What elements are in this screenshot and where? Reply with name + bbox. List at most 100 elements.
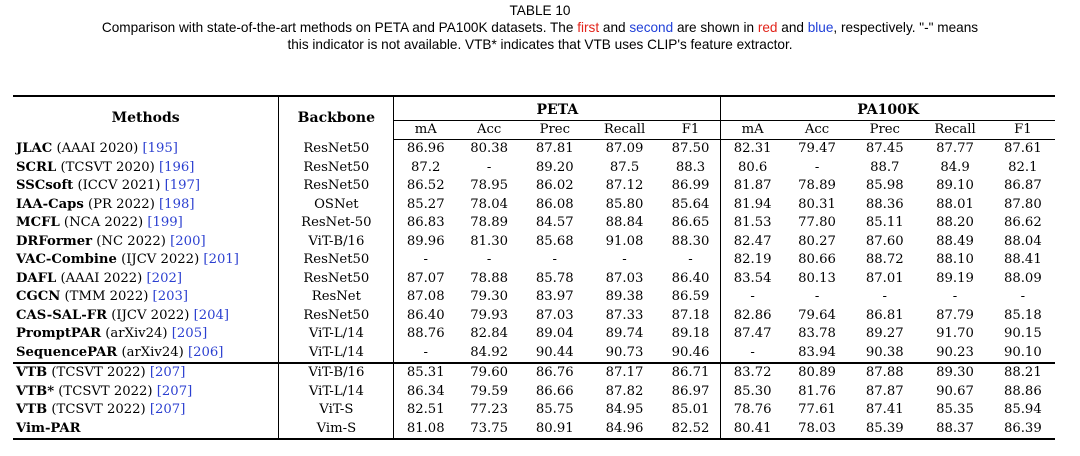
pa100k-value-cell: 87.87	[865, 383, 904, 399]
metric-header: Recall	[588, 120, 661, 140]
method-name: VAC-Combine	[16, 252, 117, 268]
pa100k-value-cell: 91.70	[936, 326, 974, 342]
peta-value-cell: 85.64	[660, 195, 722, 214]
peta-value-cell: 88.30	[660, 232, 722, 251]
metric-header: Prec	[521, 120, 589, 140]
pa100k-value-cell: 90.67	[936, 383, 974, 399]
pa100k-value-cell: -	[814, 159, 820, 175]
method-venue: (TCSVT 2022)	[47, 365, 150, 381]
table-row: PromptPAR (arXiv24) [205] ViT-L/14 88.76 82…	[13, 325, 1055, 344]
peta-value-cell: 87.2	[411, 159, 441, 175]
citation-link[interactable]: [205]	[171, 326, 208, 342]
method-cell: VTB (TCSVT 2022) [207]	[13, 362, 280, 383]
peta-value-cell: 78.88	[470, 270, 508, 286]
citation-link[interactable]: [207]	[149, 365, 186, 381]
method-name: SSCsoft	[16, 178, 74, 194]
method-cell: SSCsoft (ICCV 2021) [197]	[13, 177, 280, 196]
caption-second-word: second	[629, 20, 674, 35]
metric-header: F1	[990, 120, 1055, 140]
peta-value-cell: 81.08	[393, 419, 458, 440]
method-cell: PromptPAR (arXiv24) [205]	[13, 325, 280, 344]
backbone-cell: ViT-S	[278, 401, 395, 420]
peta-value-cell: 84.57	[535, 215, 574, 231]
pa100k-value-cell: -	[952, 289, 958, 305]
backbone-cell: ResNet	[278, 288, 395, 307]
pa100k-value-cell: 82.86	[733, 307, 772, 323]
citation-link[interactable]: [201]	[203, 252, 239, 268]
citation-link[interactable]: [207]	[156, 383, 193, 399]
pa100k-value-cell: 86.87	[1003, 178, 1042, 194]
peta-value-cell: 88.76	[406, 326, 445, 342]
pa100k-value-cell: 90.38	[865, 344, 904, 360]
pa100k-value-cell: -	[814, 289, 820, 305]
peta-value-cell: 87.09	[605, 141, 644, 157]
citation-link[interactable]: [206]	[187, 344, 224, 360]
peta-value-cell: 87.33	[605, 307, 644, 323]
caption-text: Comparison with state-of-the-art methods…	[101, 20, 578, 35]
caption-text: and	[599, 20, 630, 35]
pa100k-value-cell: 87.60	[865, 233, 904, 249]
peta-value-cell: 87.81	[535, 141, 574, 157]
pa100k-value-cell: 87.47	[733, 326, 772, 342]
citation-link[interactable]: [198]	[159, 196, 195, 212]
peta-value-cell: 87.82	[605, 383, 644, 399]
pa100k-value-cell: 85.94	[1003, 402, 1042, 418]
metric-header: F1	[660, 120, 722, 140]
pa100k-value-cell: 85.39	[850, 419, 920, 440]
method-name: DAFL	[16, 270, 57, 286]
backbone-cell: OSNet	[278, 195, 395, 214]
pa100k-value-cell: 80.41	[720, 419, 784, 440]
method-venue: (PR 2022)	[83, 196, 160, 212]
method-name: VTB*	[16, 383, 55, 399]
peta-value-cell: 85.78	[535, 270, 574, 286]
pa100k-value-cell: 88.7	[870, 159, 900, 175]
citation-link[interactable]: [196]	[158, 159, 195, 175]
citation-link[interactable]: [202]	[146, 270, 182, 286]
peta-value-cell: 87.03	[605, 270, 644, 286]
peta-value-cell: 82.84	[470, 326, 508, 342]
peta-value-cell: 82.51	[406, 402, 445, 418]
pa100k-value-cell: 81.53	[733, 215, 772, 231]
peta-value-cell: -	[660, 251, 722, 270]
peta-value-cell: 86.96	[406, 141, 445, 157]
citation-link[interactable]: [199]	[147, 215, 183, 231]
pa100k-value-cell: 87.45	[865, 141, 904, 157]
pa100k-value-cell: -	[750, 289, 755, 305]
peta-value-cell: 86.65	[660, 214, 722, 233]
metric-header: mA	[393, 120, 458, 140]
citation-link[interactable]: [197]	[164, 178, 201, 194]
pa100k-value-cell: 87.77	[936, 141, 974, 157]
pa100k-value-cell: 89.10	[936, 178, 974, 194]
pa100k-value-cell: 87.01	[865, 270, 904, 286]
pa100k-value-cell: 89.19	[936, 270, 974, 286]
peta-value-cell: 85.31	[393, 362, 458, 383]
backbone-cell: Vim-S	[278, 419, 395, 440]
peta-value-cell: 83.97	[535, 289, 574, 305]
method-name: VTB	[16, 365, 48, 381]
table-row: SSCsoft (ICCV 2021) [197] ResNet50 86.52 78…	[13, 177, 1055, 196]
citation-link[interactable]: [200]	[170, 233, 206, 249]
pa100k-header: PA100K	[720, 95, 1055, 121]
pa100k-value-cell: 88.01	[936, 196, 974, 212]
peta-value-cell: 86.76	[521, 362, 589, 383]
metric-header: Prec	[850, 120, 920, 140]
citation-link[interactable]: [207]	[149, 402, 186, 418]
peta-value-cell: 86.02	[535, 178, 574, 194]
citation-link[interactable]: [204]	[193, 307, 230, 323]
pa100k-value-cell: 81.87	[733, 178, 772, 194]
citation-link[interactable]: [203]	[152, 289, 189, 305]
method-venue: (ICCV 2021)	[73, 178, 165, 194]
peta-value-cell: 90.44	[535, 344, 574, 360]
citation-link[interactable]: [195]	[142, 141, 178, 156]
pa100k-value-cell: 79.64	[798, 307, 836, 323]
peta-value-cell: 87.50	[660, 139, 722, 159]
table-caption: TABLE 10 Comparison with state-of-the-ar…	[0, 0, 1080, 53]
method-venue: (AAAI 2020)	[52, 141, 143, 156]
peta-value-cell: 87.18	[660, 306, 722, 325]
pa100k-value-cell: 86.81	[865, 307, 904, 323]
pa100k-value-cell: 82.19	[733, 252, 772, 268]
pa100k-value-cell: 83.78	[798, 326, 836, 342]
table-label: TABLE 10	[509, 3, 571, 18]
method-venue: (IJCV 2022)	[107, 307, 194, 323]
method-venue: (arXiv24)	[101, 326, 172, 342]
